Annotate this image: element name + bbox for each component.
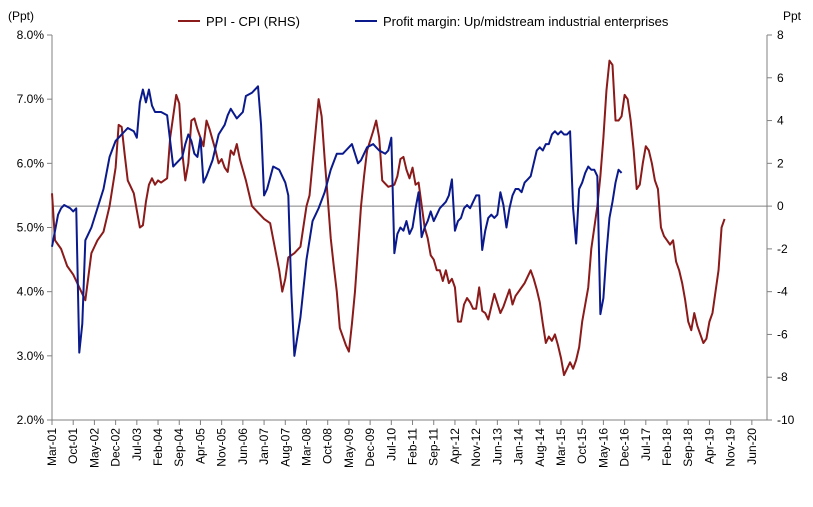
x-tick-label: Oct-15 xyxy=(575,428,589,464)
x-tick-label: Nov-12 xyxy=(469,428,483,467)
right-tick-label: 8 xyxy=(777,28,784,42)
left-tick-label: 2.0% xyxy=(17,413,45,427)
right-tick-label: -2 xyxy=(777,242,788,256)
x-tick-label: Mar-15 xyxy=(554,428,568,466)
legend-label-profit-margin: Profit margin: Up/midstream industrial e… xyxy=(383,14,669,29)
x-tick-label: Feb-18 xyxy=(660,428,674,466)
x-tick-label: Jun-20 xyxy=(745,428,759,465)
x-tick-label: Mar-08 xyxy=(299,428,313,466)
x-tick-label: Feb-11 xyxy=(406,428,420,465)
right-tick-label: -8 xyxy=(777,370,788,384)
x-tick-label: Jul-17 xyxy=(639,428,653,461)
x-tick-label: Sep-11 xyxy=(427,428,441,466)
left-axis-unit-label: (Ppt) xyxy=(8,9,34,23)
series-line-ppi-cpi xyxy=(51,59,726,377)
x-tick-label: Oct-08 xyxy=(321,428,335,464)
legend-label-ppi-cpi: PPI - CPI (RHS) xyxy=(206,14,300,29)
x-tick-label: Dec-02 xyxy=(109,428,123,467)
x-tick-label: Nov-19 xyxy=(724,428,738,467)
x-tick-label: Jul-10 xyxy=(384,428,398,461)
x-tick-label: Jul-03 xyxy=(130,428,144,461)
right-tick-label: 0 xyxy=(777,199,784,213)
right-tick-label: -6 xyxy=(777,327,788,341)
left-tick-label: 4.0% xyxy=(17,285,45,299)
x-tick-label: Nov-05 xyxy=(215,428,229,467)
x-tick-label: Oct-01 xyxy=(66,428,80,464)
x-tick-label: Jun-06 xyxy=(236,428,250,465)
x-tick-label: Aug-07 xyxy=(278,428,292,467)
x-tick-label: Jan-07 xyxy=(257,428,271,465)
left-tick-label: 3.0% xyxy=(17,349,45,363)
x-tick-label: Aug-14 xyxy=(533,428,547,467)
x-tick-label: Jun-13 xyxy=(490,428,504,465)
x-tick-label: Dec-09 xyxy=(363,428,377,467)
x-tick-label: Sep-04 xyxy=(172,428,186,467)
right-tick-label: 2 xyxy=(777,156,784,170)
x-tick-label: May-16 xyxy=(596,428,610,468)
right-tick-label: -4 xyxy=(777,285,788,299)
x-tick-label: May-09 xyxy=(342,428,356,468)
right-axis-unit-label: Ppt xyxy=(783,9,802,23)
right-tick-label: 4 xyxy=(777,114,784,128)
x-tick-label: Apr-19 xyxy=(702,428,716,464)
x-tick-label: Sep-18 xyxy=(681,428,695,467)
x-tick-label: Mar-01 xyxy=(45,428,59,466)
x-tick-label: May-02 xyxy=(87,428,101,468)
x-tick-label: Dec-16 xyxy=(618,428,632,467)
right-tick-label: -10 xyxy=(777,413,795,427)
left-tick-label: 5.0% xyxy=(17,221,45,235)
x-tick-label: Jan-14 xyxy=(512,428,526,465)
x-tick-label: Apr-12 xyxy=(448,428,462,464)
x-tick-label: Apr-05 xyxy=(193,428,207,464)
left-tick-label: 6.0% xyxy=(17,156,45,170)
series-line-profit-margin xyxy=(51,85,623,357)
x-tick-label: Feb-04 xyxy=(151,428,165,466)
right-tick-label: 6 xyxy=(777,71,784,85)
left-tick-label: 8.0% xyxy=(17,28,45,42)
left-tick-label: 7.0% xyxy=(17,92,45,106)
